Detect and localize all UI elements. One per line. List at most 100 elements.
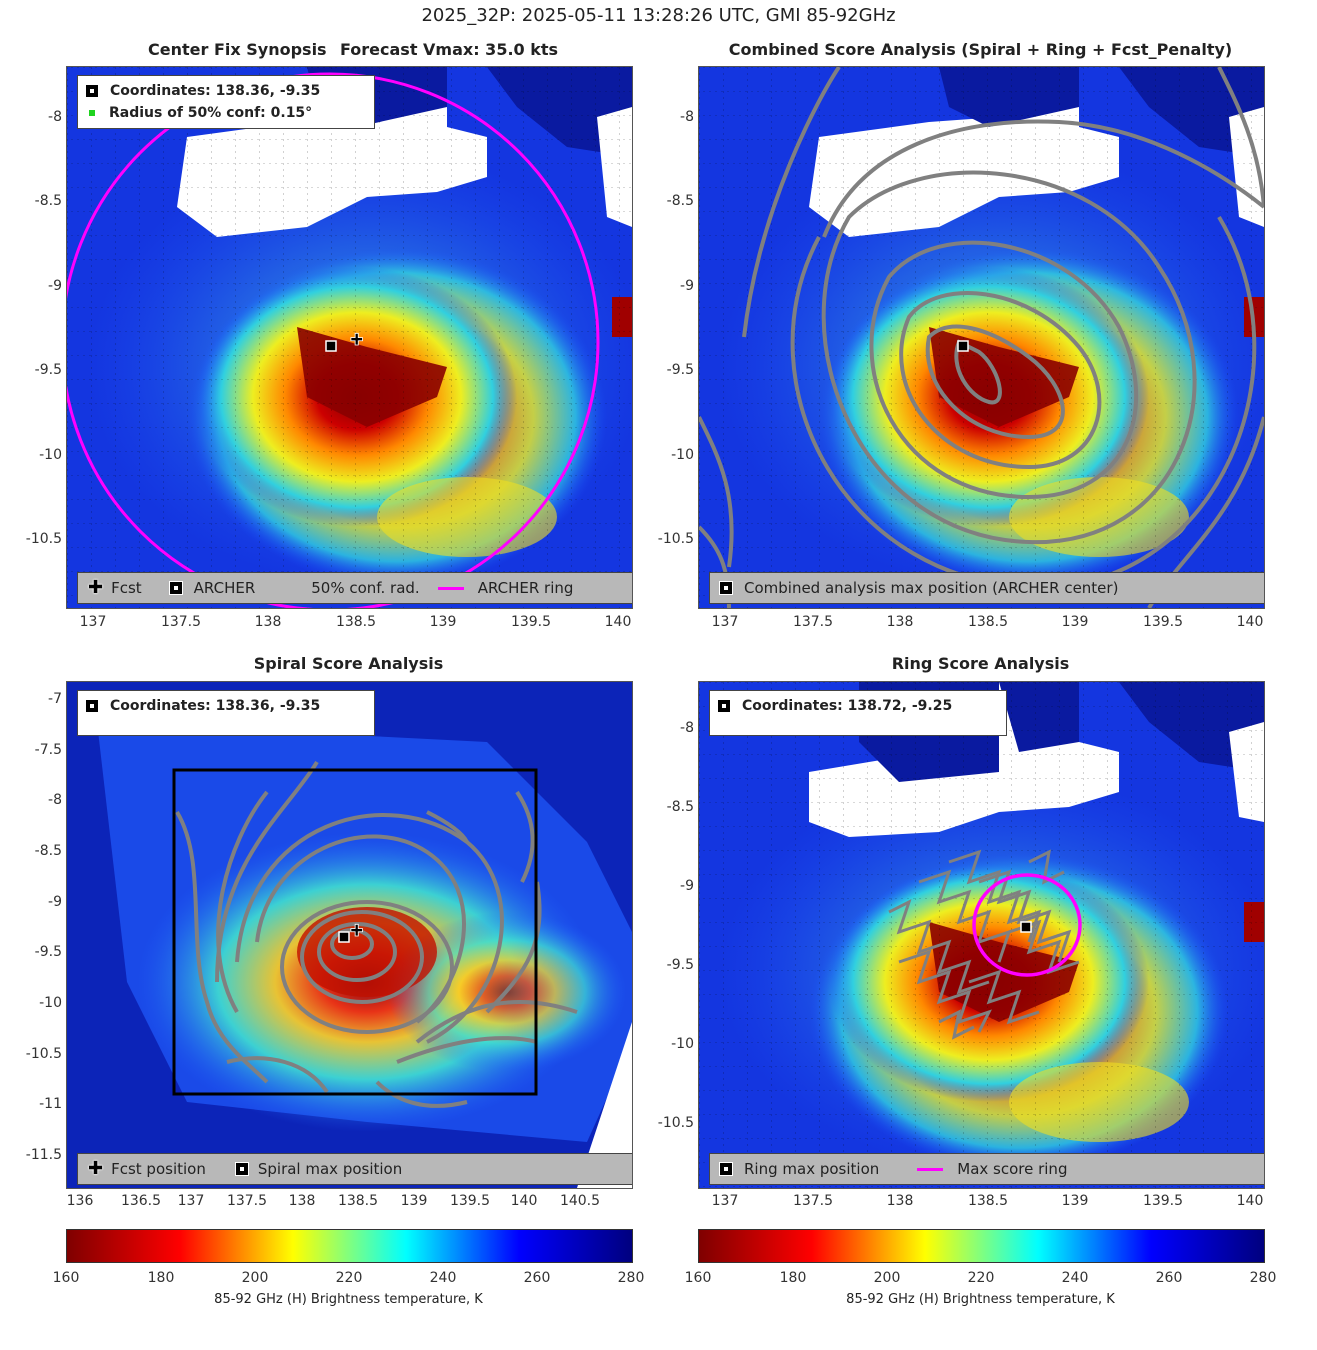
- x-tick: 139: [400, 1193, 428, 1209]
- y-tick: -9: [680, 278, 694, 294]
- center-fix-legend: Coordinates: 138.36, -9.35 Radius of 50%…: [77, 75, 375, 129]
- colorbar-left: [66, 1229, 633, 1263]
- colorbar-tick: 200: [241, 1270, 269, 1286]
- legend-fcst-position: Fcst position: [111, 1160, 206, 1178]
- y-tick: -10.5: [657, 531, 694, 547]
- colorbar-label-right: 85-92 GHz (H) Brightness temperature, K: [846, 1292, 1115, 1307]
- spiral-map: ✚: [67, 682, 632, 1188]
- legend-spiral-max: Spiral max position: [257, 1160, 403, 1178]
- y-tick: -9.5: [34, 944, 62, 960]
- y-tick: -10.5: [657, 1115, 694, 1131]
- y-tick: -8: [48, 792, 62, 808]
- x-tick: 139.5: [1142, 1193, 1184, 1209]
- legend-combined-max: Combined analysis max position (ARCHER c…: [744, 579, 1119, 597]
- legend-archer-ring: ARCHER ring: [477, 579, 574, 597]
- spiral-title: Spiral Score Analysis: [253, 654, 444, 673]
- spiral-bottom-legend: ✚ Fcst position Spiral max position: [77, 1153, 632, 1185]
- x-tick: 139: [429, 614, 457, 630]
- combined-bottom-legend: Combined analysis max position (ARCHER c…: [709, 572, 1264, 604]
- x-tick: 137.5: [160, 614, 202, 630]
- coordinates-text: Coordinates: 138.36, -9.35: [110, 83, 321, 99]
- square-icon: [719, 581, 733, 595]
- x-tick: 138.5: [337, 1193, 379, 1209]
- center-fix-map: ✚: [67, 67, 632, 608]
- square-icon: [85, 84, 99, 98]
- x-tick: 137.5: [792, 614, 834, 630]
- colorbar-tick: 260: [1155, 1270, 1183, 1286]
- y-tick: -9.5: [666, 957, 694, 973]
- colorbar-tick: 160: [52, 1270, 80, 1286]
- x-tick: 139.5: [449, 1193, 491, 1209]
- combined-max-marker: [957, 340, 969, 352]
- y-tick: -8.5: [34, 193, 62, 209]
- x-tick: 136.5: [120, 1193, 162, 1209]
- y-tick: -7: [48, 691, 62, 707]
- legend-fcst: Fcst: [111, 579, 142, 597]
- x-tick: 137: [79, 614, 107, 630]
- spiral-max-marker: [338, 931, 350, 943]
- colorbar-tick: 280: [1249, 1270, 1277, 1286]
- colorbar-tick: 240: [429, 1270, 457, 1286]
- colorbar-tick: 180: [147, 1270, 175, 1286]
- line-icon: [917, 1167, 944, 1171]
- spiral-forecast-marker: ✚: [350, 921, 363, 940]
- center-fix-title: Center Fix Synopsis: [148, 40, 327, 59]
- center-fix-bottom-legend: ✚ Fcst ARCHER 50% conf. rad. ARCHER ring: [77, 572, 632, 604]
- x-tick: 140.5: [559, 1193, 601, 1209]
- x-tick: 138.5: [967, 1193, 1009, 1209]
- plus-icon: ✚: [88, 1158, 104, 1179]
- dot-icon: [89, 110, 95, 116]
- x-tick: 138: [886, 1193, 914, 1209]
- square-icon: [719, 1162, 733, 1176]
- colorbar-tick: 220: [967, 1270, 995, 1286]
- line-icon: [437, 586, 464, 590]
- x-tick: 137: [711, 1193, 739, 1209]
- ring-title: Ring Score Analysis: [891, 654, 1070, 673]
- y-tick: -7.5: [34, 742, 62, 758]
- spiral-panel: ✚ Coordinates: 138.36, -9.35 ✚ Fcst posi…: [66, 681, 633, 1189]
- x-tick: 140: [1236, 614, 1264, 630]
- figure-title: 2025_32P: 2025-05-11 13:28:26 UTC, GMI 8…: [421, 5, 896, 26]
- y-tick: -11: [39, 1096, 62, 1112]
- forecast-vmax-title: Forecast Vmax: 35.0 kts: [340, 40, 559, 59]
- x-tick: 138: [254, 614, 282, 630]
- x-tick: 138: [886, 614, 914, 630]
- x-tick: 139.5: [510, 614, 552, 630]
- ring-max-marker: [1020, 921, 1032, 933]
- y-tick: -8: [680, 109, 694, 125]
- x-tick: 137: [177, 1193, 205, 1209]
- x-tick: 139: [1061, 614, 1089, 630]
- y-tick: -9.5: [666, 362, 694, 378]
- y-tick: -10: [39, 995, 62, 1011]
- plus-icon: ✚: [88, 577, 104, 598]
- colorbar-tick: 180: [779, 1270, 807, 1286]
- y-tick: -8.5: [666, 193, 694, 209]
- coordinates-text: Coordinates: 138.72, -9.25: [742, 698, 953, 714]
- spiral-legend: Coordinates: 138.36, -9.35: [77, 690, 375, 736]
- ring-legend: Coordinates: 138.72, -9.25: [709, 690, 1007, 736]
- center-fix-panel: ✚ Coordinates: 138.36, -9.35 Radius of 5…: [66, 66, 633, 609]
- x-tick: 139.5: [1142, 614, 1184, 630]
- colorbar-tick: 220: [335, 1270, 363, 1286]
- square-icon: [234, 1162, 249, 1176]
- colorbar-tick: 200: [873, 1270, 901, 1286]
- square-icon: [717, 699, 731, 713]
- x-tick: 140: [604, 614, 632, 630]
- colorbar-right: [698, 1229, 1265, 1263]
- archer-center-marker: [325, 340, 337, 352]
- coordinates-text: Coordinates: 138.36, -9.35: [110, 698, 321, 714]
- y-tick: -8.5: [666, 799, 694, 815]
- y-tick: -11.5: [25, 1147, 62, 1163]
- radius-text: Radius of 50% conf: 0.15°: [109, 105, 313, 121]
- forecast-marker: ✚: [350, 330, 363, 349]
- y-tick: -9.5: [34, 362, 62, 378]
- ring-panel: Coordinates: 138.72, -9.25 Ring max posi…: [698, 681, 1265, 1189]
- colorbar-label-left: 85-92 GHz (H) Brightness temperature, K: [214, 1292, 483, 1307]
- combined-map: [699, 67, 1264, 608]
- square-icon: [168, 581, 183, 595]
- colorbar-tick: 260: [523, 1270, 551, 1286]
- y-tick: -9: [48, 894, 62, 910]
- colorbar-tick: 240: [1061, 1270, 1089, 1286]
- x-tick: 140: [1236, 1193, 1264, 1209]
- combined-title: Combined Score Analysis (Spiral + Ring +…: [728, 40, 1233, 59]
